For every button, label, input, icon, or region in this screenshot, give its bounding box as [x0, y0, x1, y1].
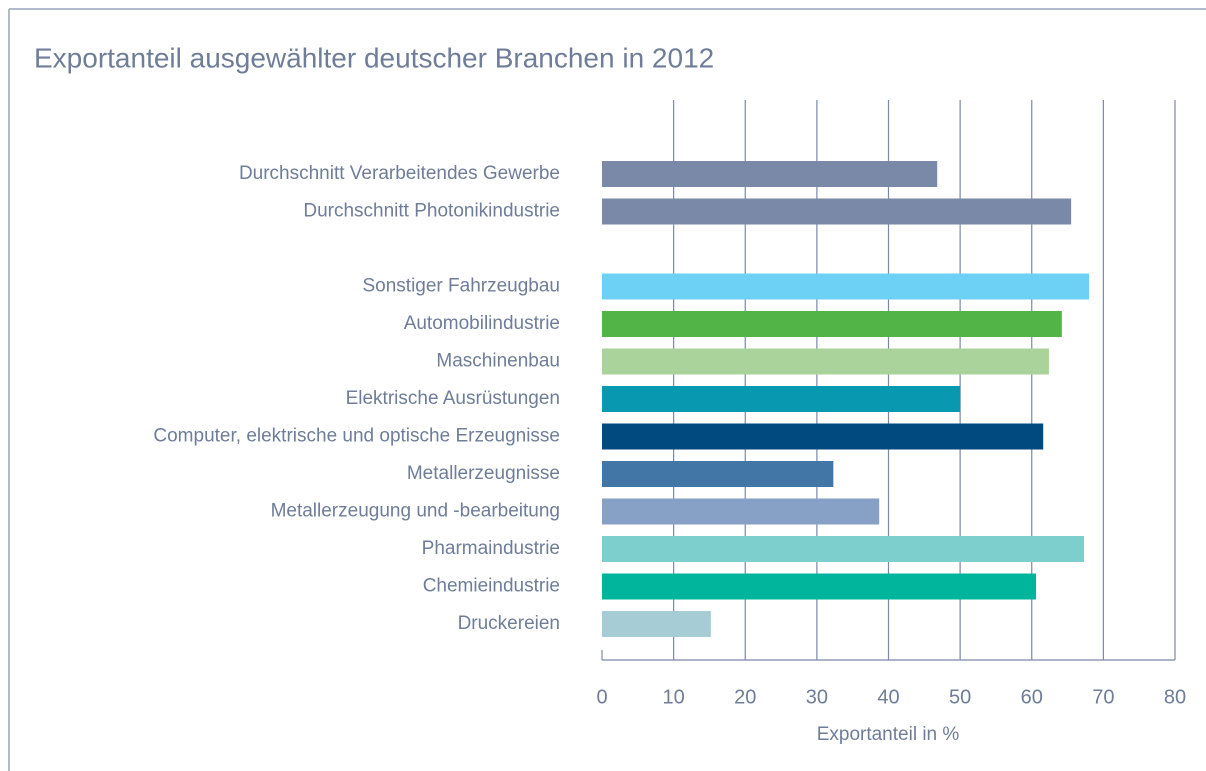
category-label: Durchschnitt Verarbeitendes Gewerbe — [239, 163, 560, 184]
x-tick-label: 80 — [1164, 686, 1186, 708]
x-axis-label: Exportanteil in % — [817, 724, 960, 745]
x-tick-label: 70 — [1092, 686, 1114, 708]
x-tick-label: 60 — [1021, 686, 1043, 708]
category-label: Pharmaindustrie — [422, 538, 560, 559]
x-tick-label: 10 — [663, 686, 685, 708]
bar — [602, 498, 880, 525]
bar — [602, 386, 961, 412]
x-tick-label: 50 — [949, 686, 971, 708]
category-label: Elektrische Ausrüstungen — [346, 388, 560, 409]
bar — [602, 161, 938, 187]
category-label: Durchschnitt Photonikindustrie — [303, 201, 560, 222]
bar — [602, 461, 834, 487]
x-tick-label: 20 — [734, 686, 756, 708]
category-label: Metallerzeugnisse — [407, 463, 560, 484]
x-tick-label: 30 — [806, 686, 828, 708]
chart-title: Exportanteil ausgewählter deutscher Bran… — [34, 42, 714, 73]
category-label: Chemieindustrie — [423, 576, 560, 597]
bar — [602, 273, 1090, 300]
category-label: Maschinenbau — [436, 351, 560, 372]
bar — [602, 198, 1072, 225]
bar — [602, 611, 711, 637]
bar — [602, 311, 1062, 337]
bar — [602, 573, 1037, 600]
category-label: Automobilindustrie — [404, 313, 560, 334]
category-label: Metallerzeugung und -bearbeitung — [271, 501, 560, 522]
bar — [602, 348, 1049, 375]
bar — [602, 423, 1044, 450]
category-label: Sonstiger Fahrzeugbau — [362, 276, 560, 297]
x-tick-label: 40 — [877, 686, 899, 708]
category-label: Computer, elektrische und optische Erzeu… — [153, 426, 560, 447]
category-label: Druckereien — [458, 613, 560, 634]
x-tick-label: 0 — [596, 686, 607, 708]
bar — [602, 536, 1085, 562]
